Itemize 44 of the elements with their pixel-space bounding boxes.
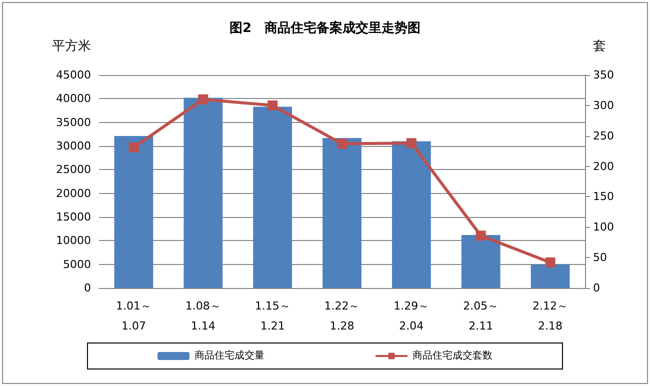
y2-tick-label: 350	[593, 68, 614, 82]
x-tick-label: 2.12～ 2.18	[532, 300, 568, 332]
y-tick-label: 30000	[56, 140, 91, 152]
x-tick-label: 2.05～ 2.11	[463, 300, 499, 332]
bar	[530, 264, 570, 288]
y2-tick-label: 200	[593, 160, 614, 173]
legend-label: 商品住宅成交量	[194, 350, 264, 362]
y-axis-title: 平方米	[52, 38, 91, 54]
chart-title: 图2 商品住宅备案成交里走势图	[229, 20, 421, 36]
x-tick-label: 1.15～ 1.21	[254, 300, 290, 332]
bar	[392, 141, 431, 288]
point	[476, 230, 486, 241]
y-tick-label: 25000	[56, 163, 91, 176]
point	[406, 138, 416, 148]
x-tick-label: 1.29～ 2.04	[394, 300, 430, 332]
x-tick-label: 1.08～ 1.14	[185, 300, 221, 332]
y-tick-label: 20000	[56, 186, 91, 200]
x-tick-label: 1.01～ 1.07	[116, 300, 152, 332]
y-tick-label: 45000	[56, 68, 91, 82]
point	[198, 94, 208, 104]
y2-tick-label: 300	[593, 98, 614, 112]
legend-label: 商品住宅成交套数	[412, 350, 492, 362]
y2-tick-label: 50	[593, 251, 607, 264]
bar	[461, 234, 500, 288]
point	[337, 138, 347, 149]
bar	[184, 98, 223, 288]
point	[128, 142, 139, 152]
y-tick-label: 35000	[56, 116, 91, 129]
bar	[322, 138, 362, 288]
y2-tick-label: 0	[593, 282, 600, 294]
point	[545, 257, 556, 268]
y-tick-label: 0	[84, 282, 91, 294]
y-tick-label: 10000	[56, 234, 91, 248]
y-tick-label: 15000	[56, 210, 91, 224]
y2-axis-title: 套	[593, 39, 606, 54]
bar	[253, 106, 292, 288]
y2-tick-label: 250	[593, 129, 614, 142]
x-tick-label: 1.22～ 1.28	[324, 300, 360, 332]
bar	[114, 136, 154, 288]
y2-tick-label: 150	[593, 190, 614, 204]
point	[268, 100, 278, 110]
y2-tick-label: 100	[593, 220, 614, 234]
y-tick-label: 40000	[56, 92, 91, 106]
y-tick-label: 5000	[63, 258, 91, 271]
